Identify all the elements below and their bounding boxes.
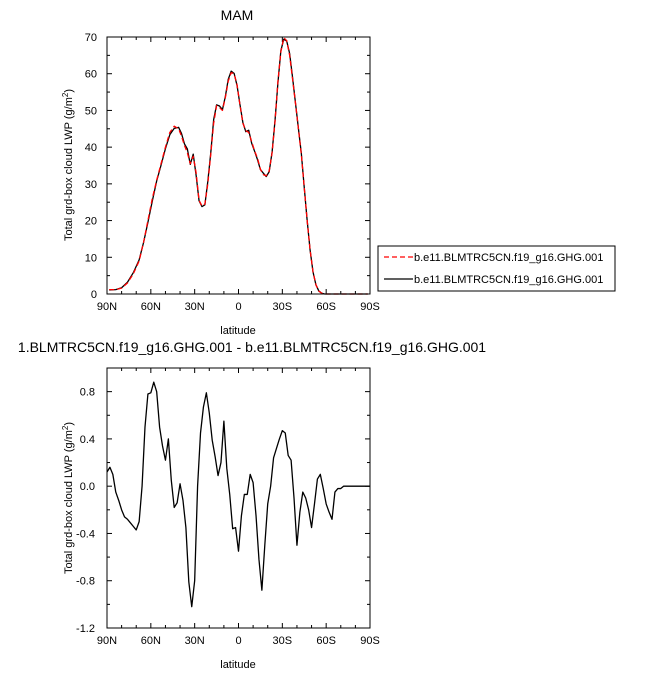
legend: b.e11.BLMTRC5CN.f19_g16.GHG.001 b.e11.BL… [377,245,616,292]
top-x-tick-label: 30N [185,301,205,313]
bottom-y-tick-labels: 0.8 0.4 0.0 -0.4 -0.8 -1.2 [76,387,95,635]
top-y-tick-label: 50 [85,105,97,117]
bottom-x-axis-label: latitude [220,659,255,671]
bottom-x-tick-label: 90N [97,635,117,647]
top-y-axis-label-sup: 2 [61,92,70,97]
top-panel: MAM 90N 60N 30N 0 30S 60S 90S 010203040506070 … [61,7,380,337]
top-series-line-2 [109,38,368,295]
top-x-tick-labels: 90N 60N 30N 0 30S 60S 90S [97,301,380,313]
bottom-x-tick-label: 60S [316,635,336,647]
top-x-tick-label: 90S [360,301,380,313]
legend-label-series-2: b.e11.BLMTRC5CN.f19_g16.GHG.001 [414,274,603,286]
top-y-axis-label-main: Total grd-box cloud LWP (g/m [63,97,75,241]
top-y-axis-label: Total grd-box cloud LWP (g/m2) [61,89,76,241]
top-series-group [109,37,368,295]
top-x-axis-label: latitude [220,325,255,337]
top-grid-ticks [106,36,371,295]
top-y-tick-label: 10 [85,252,97,264]
bottom-y-axis-label: Total grd-box cloud LWP (g/m2) [61,422,76,574]
bottom-series-group [106,381,370,608]
bottom-y-tick-label: -0.4 [76,528,95,540]
top-y-tick-label: 40 [85,142,97,154]
top-x-tick-label: 60S [316,301,336,313]
bottom-x-tick-label: 60N [141,635,161,647]
top-y-tick-label: 0 [91,289,97,301]
bottom-plot-frame [106,367,371,629]
top-y-tick-label: 70 [85,32,97,44]
bottom-x-tick-label: 30S [273,635,293,647]
top-y-tick-label: 20 [85,216,97,228]
top-x-tick-label: 30S [273,301,293,313]
top-series-line-1 [109,37,368,295]
top-x-tick-label: 0 [235,301,241,313]
bottom-y-tick-label: -0.8 [76,576,95,588]
top-y-tick-label: 30 [85,179,97,191]
bottom-y-axis-label-main: Total grd-box cloud LWP (g/m [63,430,75,574]
top-y-tick-labels: 0 10 20 30 40 50 60 70 [85,32,97,301]
bottom-y-tick-label: -1.2 [76,623,95,635]
top-y-axis-label-tail: ) [63,89,75,93]
top-x-tick-label: 90N [97,301,117,313]
top-x-tick-label: 60N [141,301,161,313]
bottom-panel: 1.BLMTRC5CN.f19_g16.GHG.001 - b.e11.BLMT… [18,339,486,671]
bottom-y-axis-label-sup: 2 [61,425,70,430]
top-y-tick-label: 60 [85,69,97,81]
legend-box [377,245,616,292]
bottom-y-tick-label: 0.0 [80,481,95,493]
top-chart-title: MAM [221,7,254,23]
bottom-x-tick-labels: 90N 60N 30N 0 30S 60S 90S [97,635,380,647]
top-plot-frame [106,36,371,295]
bottom-y-tick-label: 0.4 [80,434,95,446]
bottom-x-tick-label: 90S [360,635,380,647]
bottom-chart-title: 1.BLMTRC5CN.f19_g16.GHG.001 - b.e11.BLMT… [18,339,486,355]
bottom-x-tick-label: 30N [185,635,205,647]
bottom-y-axis-label-tail: ) [63,422,75,426]
legend-label-series-1: b.e11.BLMTRC5CN.f19_g16.GHG.001 [414,252,603,264]
bottom-series-line-1 [106,381,370,608]
bottom-x-tick-label: 0 [235,635,241,647]
bottom-y-tick-label: 0.8 [80,387,95,399]
